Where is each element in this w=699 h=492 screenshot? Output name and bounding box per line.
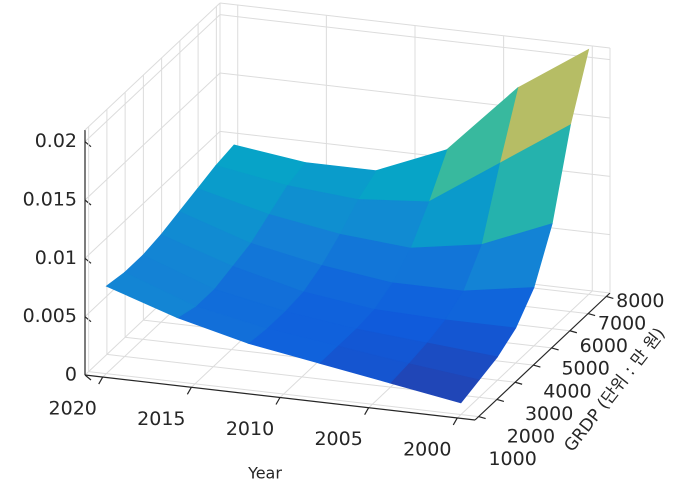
grid-line xyxy=(456,290,593,419)
y-tick-label: 4000 xyxy=(543,380,591,402)
grid-line xyxy=(84,14,221,143)
y-tick xyxy=(478,415,486,420)
y-tick-label: 6000 xyxy=(580,335,628,357)
y-tick xyxy=(587,313,596,317)
z-tick-label: 0.02 xyxy=(35,130,77,152)
x-tick xyxy=(452,417,458,426)
y-tick-label: 8000 xyxy=(616,290,664,312)
y-tick xyxy=(551,347,559,351)
x-tick xyxy=(186,386,192,395)
x-tick-label: 2015 xyxy=(137,408,185,430)
x-tick-label: 2020 xyxy=(49,398,97,420)
z-tick-label: 0.005 xyxy=(23,305,77,327)
x-tick xyxy=(275,397,281,405)
z-tick xyxy=(84,257,92,264)
z-tick xyxy=(84,316,92,323)
z-tick-label: 0.01 xyxy=(35,247,77,269)
x-tick xyxy=(364,407,370,416)
y-tick-label: 7000 xyxy=(598,313,646,335)
y-tick-label: 3000 xyxy=(525,403,573,425)
axis-line xyxy=(474,292,611,421)
z-tick-label: 0 xyxy=(65,364,77,386)
grid-line xyxy=(88,371,479,418)
y-tick xyxy=(533,364,541,368)
grid-line xyxy=(84,72,221,201)
x-tick-label: 2005 xyxy=(314,428,362,450)
z-tick xyxy=(84,199,92,206)
z-tick xyxy=(84,141,92,148)
x-tick-label: 2000 xyxy=(403,438,451,460)
x-tick xyxy=(98,376,104,385)
y-tick-label: 5000 xyxy=(561,358,609,380)
box-edge xyxy=(84,2,221,131)
y-tick xyxy=(496,398,505,402)
z-tick-label: 0.015 xyxy=(23,189,77,211)
y-tick xyxy=(569,330,578,334)
box-edge xyxy=(219,2,611,49)
y-tick xyxy=(514,381,523,385)
x-axis-label: Year xyxy=(247,464,282,483)
y-tick xyxy=(606,295,614,300)
surface-patch xyxy=(105,271,197,319)
z-tick xyxy=(84,374,92,381)
axis-line xyxy=(84,374,476,421)
x-tick-label: 2010 xyxy=(226,418,274,440)
y-tick-label: 1000 xyxy=(488,448,536,470)
y-tick-label: 2000 xyxy=(507,425,555,447)
grid-line xyxy=(84,130,221,259)
